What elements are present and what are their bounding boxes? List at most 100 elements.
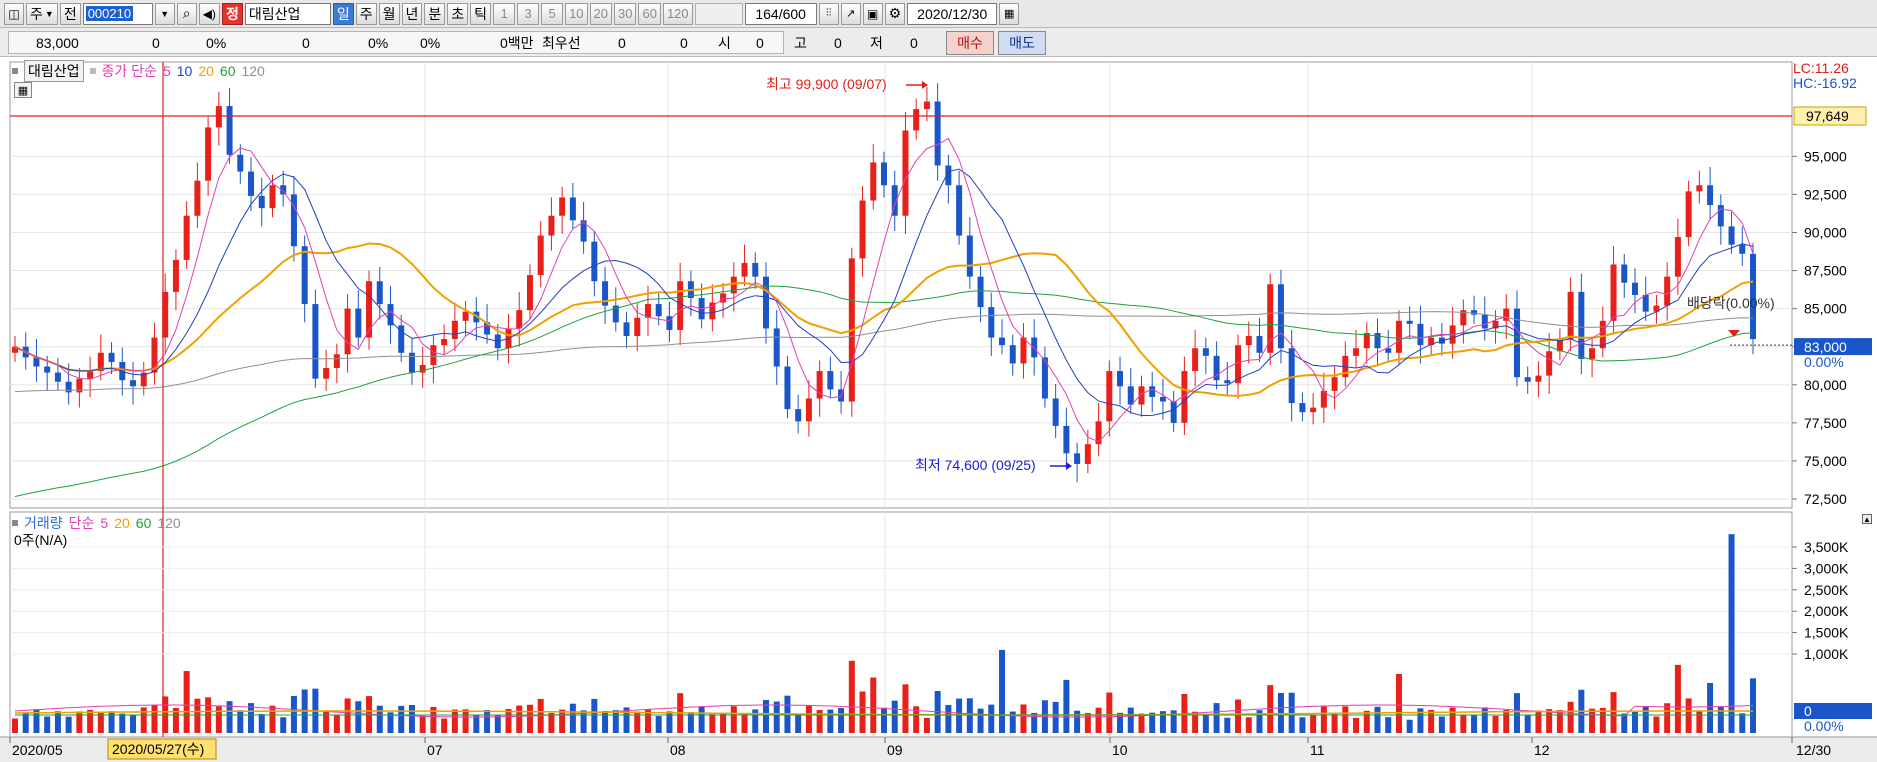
candle-body	[258, 195, 265, 209]
candle-body	[1267, 284, 1274, 353]
stock-code-input[interactable]: 000210	[82, 2, 153, 25]
volume-bar	[956, 698, 963, 733]
interval-dropdown[interactable]	[694, 2, 743, 25]
candle-body	[655, 304, 662, 317]
period-select[interactable]: 주 ▼	[26, 2, 58, 25]
candle-body	[12, 346, 18, 353]
tab-period-1[interactable]: 주	[355, 2, 377, 25]
volume-bar	[1481, 707, 1488, 733]
best-price-label: 최우선	[542, 34, 581, 51]
candle-body	[634, 317, 641, 337]
candle-body	[1739, 244, 1746, 254]
candle-body	[913, 109, 920, 131]
candle-body	[623, 322, 630, 337]
interval-button-1[interactable]: 3	[517, 2, 540, 25]
legend-stock-name[interactable]: 대림산업	[24, 60, 84, 82]
candle-body	[355, 308, 362, 338]
interval-button-6[interactable]: 60	[638, 2, 661, 25]
volume-bar	[805, 705, 812, 733]
code-dropdown-button[interactable]: ▼	[154, 2, 175, 25]
volume-bar	[172, 708, 179, 733]
volume-legend: 거래량 단순 5 20 60 120	[12, 513, 181, 533]
candle-body	[881, 162, 887, 186]
volume-bar	[430, 706, 437, 733]
tab-period-4[interactable]: 분	[424, 2, 446, 25]
grid-icon[interactable]: ▦	[14, 82, 32, 98]
candle-body	[183, 215, 190, 260]
candle-body	[237, 154, 244, 172]
legend-toggle-icon[interactable]	[12, 68, 18, 74]
volume-bar	[1449, 707, 1456, 733]
buy-button[interactable]: 매수	[946, 31, 994, 55]
volume-bar	[1556, 710, 1563, 733]
collapse-icon[interactable]: ▲	[1862, 514, 1872, 524]
indicator-icon[interactable]: ⫶⫶	[818, 2, 839, 25]
volume-bar	[1471, 715, 1478, 733]
quote-price: 83,000	[36, 34, 79, 51]
candle-body	[720, 293, 727, 303]
volume-bar	[323, 710, 330, 733]
gear-icon[interactable]: ⚙	[884, 2, 906, 25]
volume-bar	[569, 703, 576, 733]
candle-body	[248, 171, 255, 196]
draw-icon[interactable]: ↗	[840, 2, 861, 25]
candle-body	[484, 322, 491, 335]
candle-body	[945, 165, 952, 186]
legend-toggle-icon[interactable]	[12, 520, 18, 526]
calendar-icon[interactable]: ▦	[999, 2, 1020, 25]
volume-legend-ma60: 60	[135, 515, 152, 531]
legend-toggle-icon[interactable]	[89, 68, 96, 74]
candle-body	[1642, 294, 1649, 312]
volume-bar	[838, 708, 845, 733]
tab-period-0[interactable]: 일	[332, 2, 354, 25]
volume-current-pct: 0.00%	[1804, 718, 1844, 734]
volume-bar	[1610, 692, 1617, 733]
tab-period-5[interactable]: 초	[447, 2, 469, 25]
sell-button[interactable]: 매도	[998, 31, 1046, 55]
volume-bar	[387, 712, 394, 733]
volume-bar	[1224, 717, 1231, 733]
candle-body	[988, 307, 995, 338]
volume-bar	[1353, 717, 1360, 733]
volume-bar	[1642, 706, 1649, 733]
volume-bar	[1546, 709, 1553, 733]
interval-button-7[interactable]: 120	[662, 2, 693, 25]
candle-body	[151, 337, 158, 373]
candle-body	[580, 220, 587, 242]
candle-body	[1524, 377, 1531, 382]
volume-bar	[516, 705, 523, 733]
volume-bar	[22, 712, 29, 733]
candle-body	[1149, 386, 1156, 397]
candle-body	[773, 328, 780, 367]
interval-button-0[interactable]: 1	[493, 2, 516, 25]
volume-bar	[1020, 704, 1027, 733]
volume-bar	[1149, 712, 1156, 733]
interval-button-5[interactable]: 30	[614, 2, 637, 25]
ma10-line	[14, 168, 1754, 417]
candle-body	[1299, 403, 1306, 413]
save-icon[interactable]: ▣	[862, 2, 883, 25]
count-field[interactable]: 164/600	[744, 2, 817, 25]
interval-button-3[interactable]: 10	[565, 2, 588, 25]
quote-val-pct: 0%	[420, 34, 441, 51]
volume-bar	[1267, 685, 1274, 733]
search-icon[interactable]: ⌕	[176, 2, 197, 25]
interval-button-4[interactable]: 20	[589, 2, 612, 25]
quote-volume: 0	[302, 34, 310, 51]
tab-period-2[interactable]: 월	[378, 2, 400, 25]
volume-bar	[140, 707, 147, 733]
stock-name-field[interactable]: 대림산업	[244, 2, 331, 25]
ma120-line	[14, 311, 1754, 393]
candle-body	[644, 304, 651, 318]
speaker-icon[interactable]: ◀)	[198, 2, 220, 25]
date-field[interactable]: 2020/12/30	[907, 2, 998, 25]
tab-period-3[interactable]: 년	[401, 2, 423, 25]
candle-body	[1117, 371, 1124, 387]
date-tick-label: 08	[670, 742, 686, 758]
tab-period-6[interactable]: 틱	[470, 2, 492, 25]
interval-button-2[interactable]: 5	[541, 2, 564, 25]
candle-body	[1567, 291, 1574, 340]
layout-icon[interactable]: ◫	[4, 2, 24, 25]
hline-label: 97,649	[1806, 108, 1849, 124]
before-button[interactable]: 전	[59, 2, 81, 25]
